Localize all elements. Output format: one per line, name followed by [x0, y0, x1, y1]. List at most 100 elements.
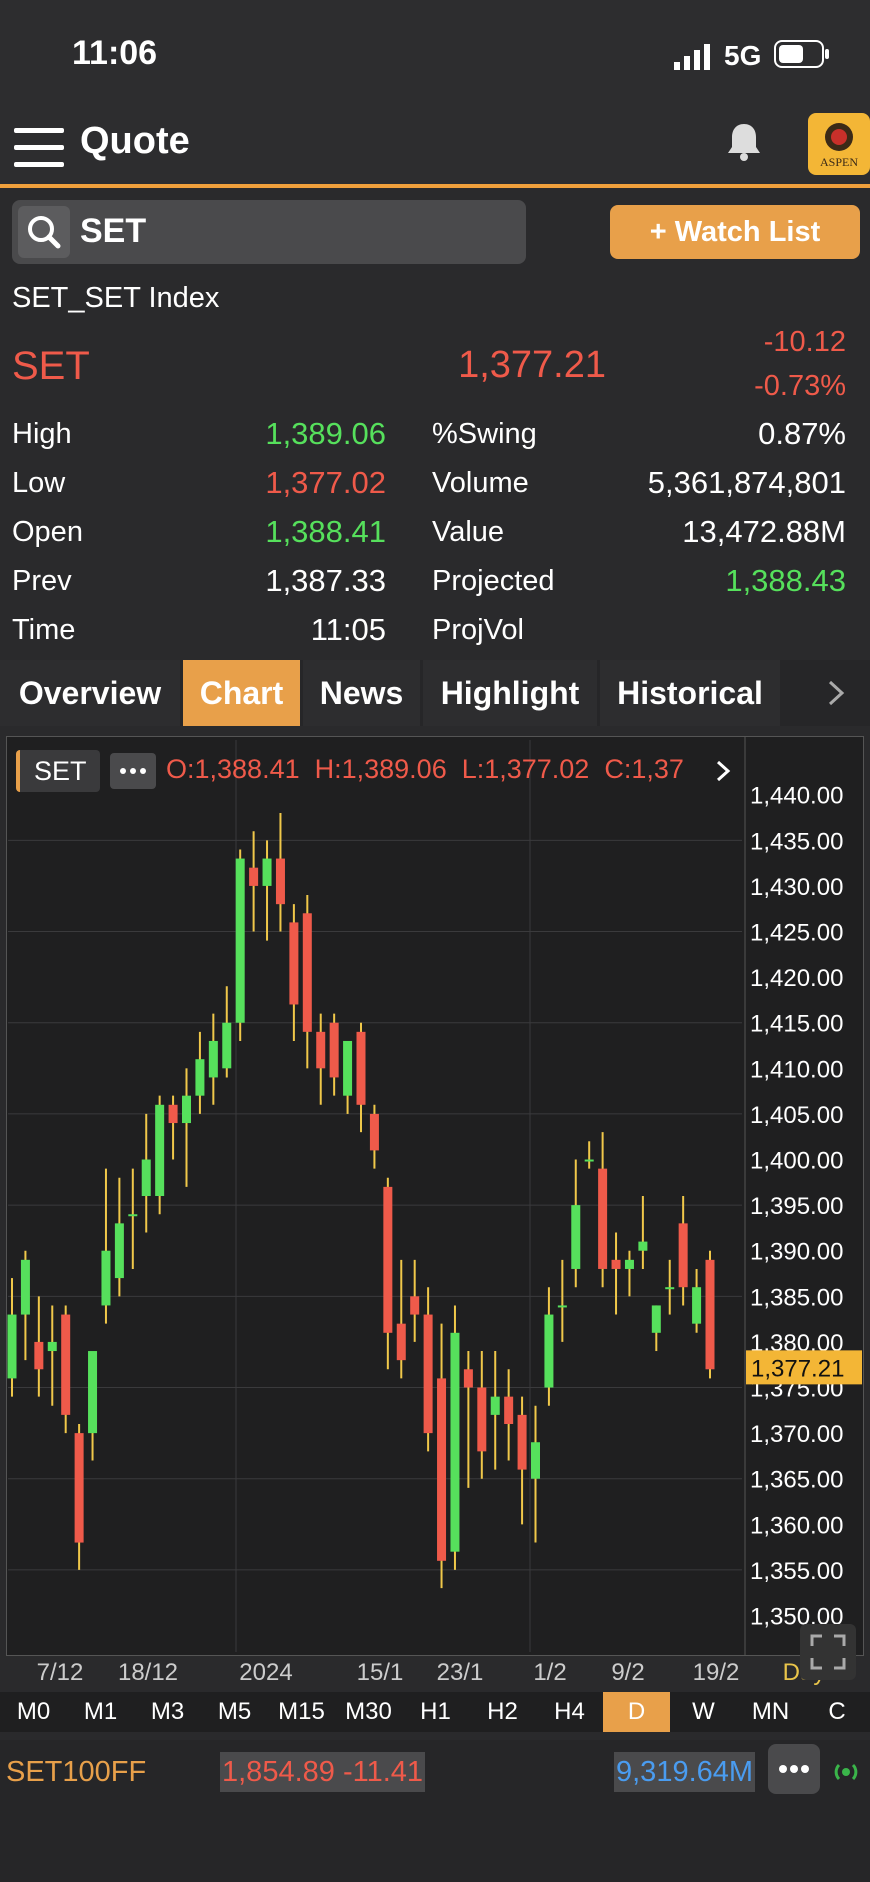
candle-body — [692, 1287, 702, 1324]
menu-icon[interactable] — [14, 126, 64, 170]
y-tick-label: 1,385.00 — [750, 1284, 843, 1311]
timeframe-m30[interactable]: M30 — [345, 1698, 392, 1725]
candle-body — [61, 1314, 71, 1415]
timeframe-m1[interactable]: M1 — [83, 1698, 118, 1725]
stat-value-projected: 1,388.43 — [725, 563, 846, 598]
stat-value-open: 1,388.41 — [265, 514, 386, 549]
tab-historical[interactable]: Historical — [600, 660, 780, 726]
y-tick-label: 1,400.00 — [750, 1148, 843, 1175]
y-tick-label: 1,365.00 — [750, 1467, 843, 1494]
stat-value-high: 1,389.06 — [265, 416, 386, 451]
connection-status-icon — [830, 1756, 862, 1788]
y-tick-label: 1,370.00 — [750, 1421, 843, 1448]
stat-label-volume: Volume — [432, 467, 529, 499]
x-tick-label: 2024 — [239, 1659, 292, 1686]
candle-body — [262, 858, 272, 886]
search-value: SET — [80, 212, 147, 250]
stat-value-prev: 1,387.33 — [265, 563, 386, 598]
stat-value-swing: 0.87% — [758, 416, 846, 451]
timeframe-m5[interactable]: M5 — [217, 1698, 252, 1725]
y-tick-label: 1,435.00 — [750, 828, 843, 855]
candle-body — [222, 1022, 232, 1069]
tab-highlight[interactable]: Highlight — [423, 660, 597, 726]
candle-body — [490, 1396, 500, 1415]
candle-body — [678, 1223, 688, 1288]
battery-icon — [774, 40, 830, 70]
candle-body — [423, 1314, 433, 1434]
candle-body — [477, 1387, 487, 1452]
x-tick-label: 9/2 — [611, 1659, 644, 1686]
candle-body — [450, 1332, 460, 1552]
y-tick-label: 1,425.00 — [750, 920, 843, 947]
last-price-marker — [746, 1350, 862, 1385]
ticker-more-button[interactable] — [768, 1744, 820, 1794]
candle-body — [182, 1095, 191, 1124]
candle-body — [651, 1305, 661, 1333]
x-tick-label: 7/12 — [37, 1659, 84, 1686]
timeframe-m3[interactable]: M3 — [150, 1698, 185, 1725]
candle-body — [437, 1378, 447, 1561]
chart-legend-more-button[interactable] — [110, 753, 156, 789]
y-tick-label: 1,410.00 — [750, 1056, 843, 1083]
candle-body — [463, 1369, 473, 1388]
candle-body — [329, 1022, 339, 1078]
chart-ohlc-legend: O:1,388.41 H:1,389.06 L:1,377.02 C:1,37 — [166, 754, 684, 784]
stat-label-value: Value — [432, 516, 505, 548]
timeframe-d[interactable]: D — [603, 1692, 670, 1732]
candle-body — [624, 1259, 634, 1269]
stat-value-time: 11:05 — [310, 612, 386, 647]
candle-body — [155, 1104, 165, 1196]
y-tick-label: 1,420.00 — [750, 965, 843, 992]
stat-label-open: Open — [12, 516, 83, 548]
candle-body — [557, 1305, 567, 1308]
tab-overview[interactable]: Overview — [0, 660, 180, 726]
legend-chevron-icon[interactable] — [706, 754, 740, 788]
candle-body — [343, 1040, 353, 1096]
tab-chart[interactable]: Chart — [183, 660, 300, 726]
candle-body — [249, 867, 259, 886]
y-tick-label: 1,415.00 — [750, 1011, 843, 1038]
timeframe-bar — [0, 1692, 870, 1732]
candle-body — [598, 1168, 608, 1269]
instrument-full-name: SET_SET Index — [12, 282, 220, 314]
timeframe-m0[interactable]: M0 — [16, 1698, 51, 1725]
stat-label-time: Time — [12, 614, 76, 646]
bell-icon[interactable] — [726, 122, 762, 162]
stat-label-low: Low — [12, 467, 66, 499]
candle-body — [316, 1031, 326, 1069]
search-icon — [18, 206, 70, 258]
ticker-symbol[interactable]: SET100FF — [6, 1756, 147, 1788]
ticker-price-change: 1,854.89 -11.41 — [220, 1752, 426, 1792]
candle-body — [705, 1259, 715, 1370]
timeframe-h4[interactable]: H4 — [554, 1698, 585, 1725]
x-tick-label: 19/2 — [693, 1659, 740, 1686]
candle-body — [101, 1250, 111, 1306]
stat-label-projected: Projected — [432, 565, 555, 597]
candle-body — [369, 1113, 379, 1151]
timeframe-m15[interactable]: M15 — [278, 1698, 325, 1725]
expand-icon[interactable] — [800, 1624, 856, 1680]
candle-body — [383, 1186, 393, 1333]
chart-symbol-chip[interactable]: SET — [16, 750, 100, 792]
stat-value-volume: 5,361,874,801 — [647, 465, 846, 500]
timeframe-w[interactable]: W — [692, 1698, 715, 1725]
timeframe-h2[interactable]: H2 — [487, 1698, 518, 1725]
x-tick-label: 23/1 — [437, 1659, 484, 1686]
brand-logo[interactable]: ASPEN — [808, 113, 870, 175]
candle-body — [665, 1287, 675, 1290]
x-tick-label: 15/1 — [357, 1659, 404, 1686]
chart-symbol: SET — [34, 756, 87, 786]
watch-list-button[interactable]: + Watch List — [610, 205, 860, 259]
search-input[interactable]: SET — [12, 200, 526, 264]
candle-body — [195, 1059, 205, 1096]
x-tick-label: 1/2 — [533, 1659, 566, 1686]
price-change: -10.12 — [763, 326, 846, 358]
tabs-scroll-right-icon[interactable] — [800, 660, 870, 726]
tab-news[interactable]: News — [303, 660, 420, 726]
candle-body — [584, 1159, 594, 1162]
timeframe-mn[interactable]: MN — [751, 1698, 790, 1725]
candle-body — [128, 1214, 138, 1217]
timeframe-h1[interactable]: H1 — [420, 1698, 451, 1725]
timeframe-c[interactable]: C — [828, 1698, 846, 1725]
